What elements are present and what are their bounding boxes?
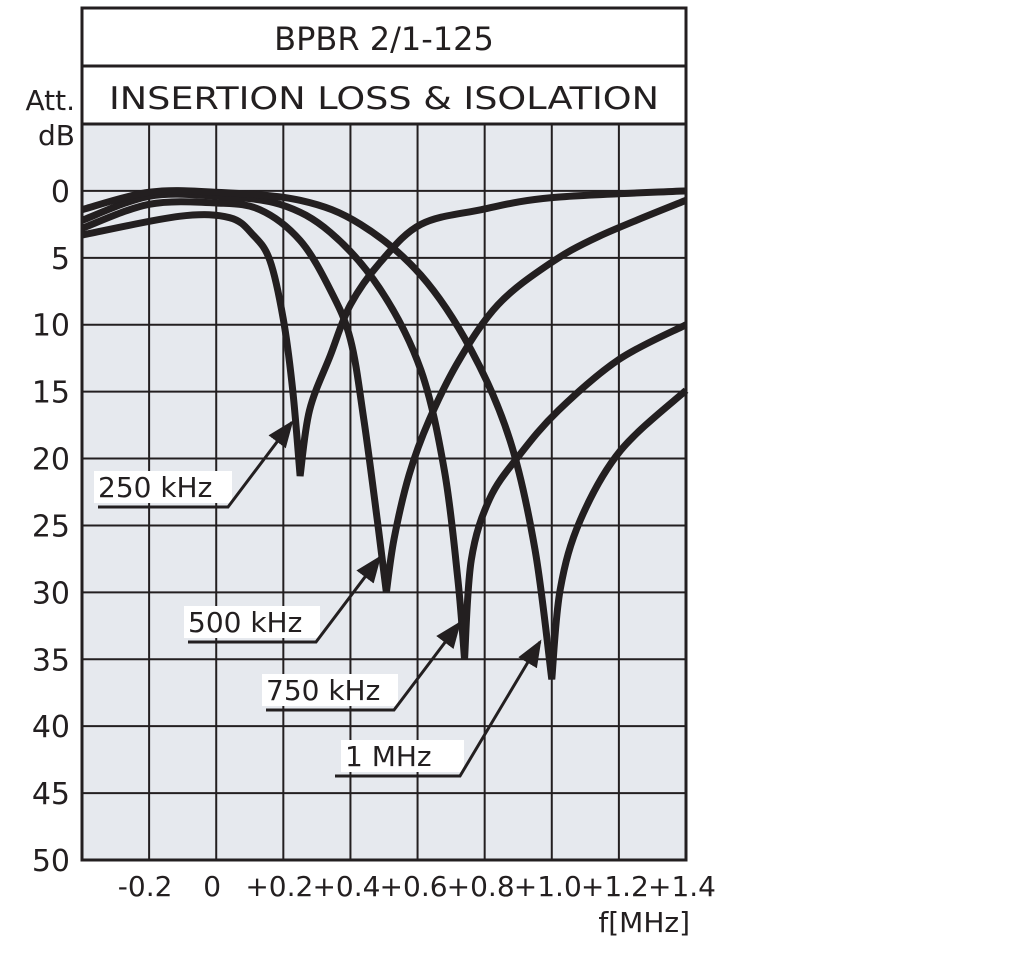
y-tick-label: 30 — [32, 576, 70, 611]
y-tick-label: 40 — [32, 710, 70, 745]
x-tick-label: +1.0 — [514, 870, 582, 903]
y-tick-label: 5 — [51, 242, 70, 277]
annotation-arrow — [266, 620, 462, 712]
x-axis-label: f[MHz] — [598, 906, 690, 939]
annotation-label-bg — [341, 740, 464, 772]
y-axis-label-att: Att. — [25, 84, 75, 117]
title-box — [80, 6, 688, 68]
x-tick-label: -0.2 — [118, 870, 173, 903]
annotation-arrow — [335, 639, 542, 778]
x-tick-labels: -0.2 0 +0.2 +0.4 +0.6 +0.8 +1.0 +1.2 +1.4 — [118, 870, 716, 903]
annotation-label-bg — [262, 674, 398, 706]
annotation-label-bg — [94, 471, 232, 503]
annotations: 250 kHz 500 kHz 750 kHz 1 MHz — [94, 420, 542, 778]
x-tick-label: +0.2 — [245, 870, 313, 903]
annotation-label: 1 MHz — [345, 740, 432, 773]
x-tick-label: 0 — [203, 870, 221, 903]
x-tick-label: +0.4 — [312, 870, 380, 903]
annotation-label: 500 kHz — [188, 606, 302, 639]
annotation-label-bg — [184, 606, 320, 638]
x-tick-label: +0.8 — [447, 870, 515, 903]
y-tick-label: 0 — [51, 175, 70, 210]
y-tick-label: 10 — [32, 309, 70, 344]
y-tick-labels: 0 5 10 15 20 25 30 35 40 45 50 — [32, 175, 70, 879]
x-tick-label: +1.4 — [648, 870, 716, 903]
annotation-label: 250 kHz — [98, 471, 212, 504]
y-tick-label: 15 — [32, 376, 70, 411]
series-line-750-khz — [80, 190, 688, 660]
y-tick-label: 25 — [32, 509, 70, 544]
annotation-arrow — [188, 555, 382, 644]
x-tick-label: +0.6 — [380, 870, 448, 903]
chart-subtitle: INSERTION LOSS & ISOLATION — [109, 81, 659, 117]
annotation-label: 750 kHz — [266, 674, 380, 707]
y-tick-label: 20 — [32, 443, 70, 478]
chart-title: BPBR 2/1-125 — [274, 20, 494, 58]
x-tick-label: +1.2 — [581, 870, 649, 903]
series-line-1-mhz — [81, 187, 689, 680]
series-line-500-khz — [80, 197, 688, 593]
y-tick-label: 45 — [32, 777, 70, 812]
annotation-arrow — [98, 420, 294, 509]
y-axis-label-db: dB — [38, 119, 75, 152]
subtitle-box — [80, 64, 688, 126]
y-tick-label: 50 — [32, 844, 70, 879]
y-tick-label: 35 — [32, 643, 70, 678]
curves — [80, 187, 689, 680]
series-line-250-khz — [81, 187, 687, 477]
